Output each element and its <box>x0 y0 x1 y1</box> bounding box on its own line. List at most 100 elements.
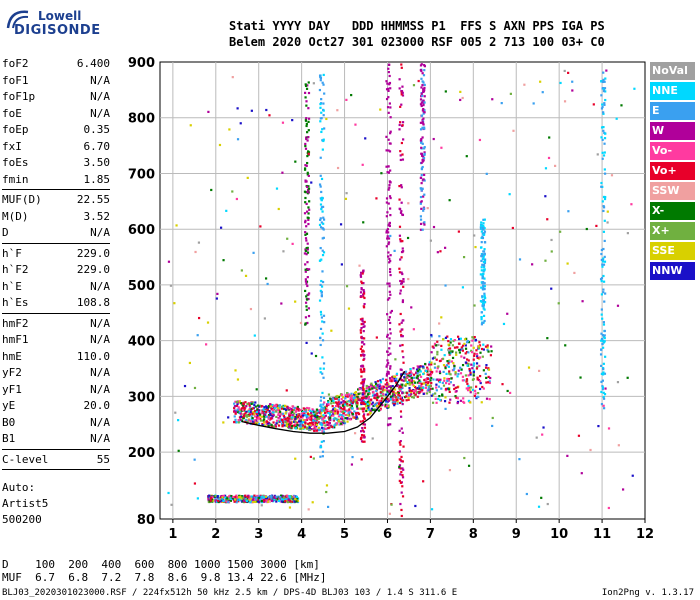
echo-point <box>264 405 268 408</box>
echo-point <box>439 398 442 402</box>
echo-point <box>218 143 222 147</box>
echo-point <box>567 210 570 213</box>
echo-point <box>604 195 607 199</box>
echo-point <box>432 346 435 349</box>
echo-point <box>319 289 322 292</box>
echo-point <box>336 412 339 415</box>
echo-point <box>170 503 173 506</box>
echo-point <box>305 87 309 90</box>
echo-point <box>382 389 385 392</box>
echo-point <box>362 401 365 404</box>
echo-point <box>349 406 352 409</box>
echo-point <box>197 316 201 320</box>
echo-point <box>301 421 305 424</box>
echo-point <box>444 336 448 339</box>
echo-point <box>389 181 392 184</box>
echo-point <box>363 407 366 410</box>
echo-point <box>356 396 359 399</box>
echo-point <box>346 417 349 420</box>
echo-point <box>480 254 483 258</box>
echo-point <box>509 391 512 395</box>
echo-point <box>469 373 472 376</box>
echo-point <box>269 412 272 416</box>
echo-point <box>475 385 478 388</box>
echo-point <box>396 398 399 401</box>
echo-point <box>205 343 208 346</box>
echo-point <box>360 370 363 373</box>
param-value: N/A <box>90 366 110 379</box>
echo-point <box>193 386 197 390</box>
echo-point <box>275 419 279 422</box>
echo-point <box>488 381 491 385</box>
echo-point <box>244 500 247 503</box>
echo-point <box>393 402 397 405</box>
y-tick-label: 400 <box>128 335 155 350</box>
y-tick-label: 600 <box>128 223 155 238</box>
echo-point <box>319 217 322 220</box>
echo-point <box>603 219 606 222</box>
echo-point <box>361 395 365 398</box>
echo-point <box>491 98 494 101</box>
echo-point <box>320 198 323 202</box>
echo-point <box>481 277 484 280</box>
echo-point <box>245 405 248 408</box>
echo-point <box>337 419 340 422</box>
echo-point <box>419 128 423 131</box>
echo-point <box>400 455 403 459</box>
echo-point <box>265 108 268 112</box>
echo-point <box>355 405 359 408</box>
echo-point <box>319 412 322 415</box>
echo-point <box>360 434 364 437</box>
echo-point <box>361 318 364 321</box>
echo-point <box>224 496 227 499</box>
echo-point <box>320 440 323 443</box>
echo-point <box>425 392 429 395</box>
echo-point <box>401 300 404 304</box>
echo-point <box>423 147 426 150</box>
echo-point <box>307 212 310 215</box>
echo-point <box>303 212 307 215</box>
legend-item: NNW <box>650 262 695 280</box>
echo-point <box>402 285 405 288</box>
echo-point <box>365 397 368 400</box>
echo-point <box>350 463 354 466</box>
echo-point <box>600 280 603 283</box>
echo-point <box>362 221 365 224</box>
echo-point <box>419 202 422 205</box>
echo-point <box>399 389 402 392</box>
echo-point <box>482 233 486 236</box>
echo-point <box>297 414 300 417</box>
echo-point <box>423 223 426 226</box>
echo-point <box>286 421 289 424</box>
echo-point <box>319 399 322 402</box>
echo-point <box>471 388 475 392</box>
echo-point <box>603 142 606 145</box>
echo-point <box>281 412 285 415</box>
echo-point <box>457 342 461 345</box>
echo-point <box>616 381 620 384</box>
echo-point <box>363 417 366 420</box>
echo-point <box>319 106 322 109</box>
echo-point <box>304 118 308 121</box>
echo-point <box>333 426 336 429</box>
echo-point <box>422 386 425 389</box>
echo-point <box>321 391 324 395</box>
echo-point <box>430 376 433 380</box>
param-value: N/A <box>90 73 110 87</box>
echo-point <box>472 369 476 372</box>
echo-point <box>426 370 429 373</box>
echo-point <box>175 224 178 227</box>
echo-point <box>386 359 389 362</box>
echo-point <box>459 337 462 340</box>
echo-point <box>319 156 322 159</box>
echo-point <box>466 358 469 361</box>
echo-point <box>339 410 342 413</box>
echo-point <box>310 417 313 420</box>
echo-point <box>322 205 325 208</box>
echo-point <box>316 409 319 412</box>
echo-point <box>429 368 432 371</box>
echo-point <box>209 499 212 502</box>
echo-point <box>275 495 278 498</box>
echo-point <box>535 436 538 439</box>
echo-point <box>387 372 390 375</box>
